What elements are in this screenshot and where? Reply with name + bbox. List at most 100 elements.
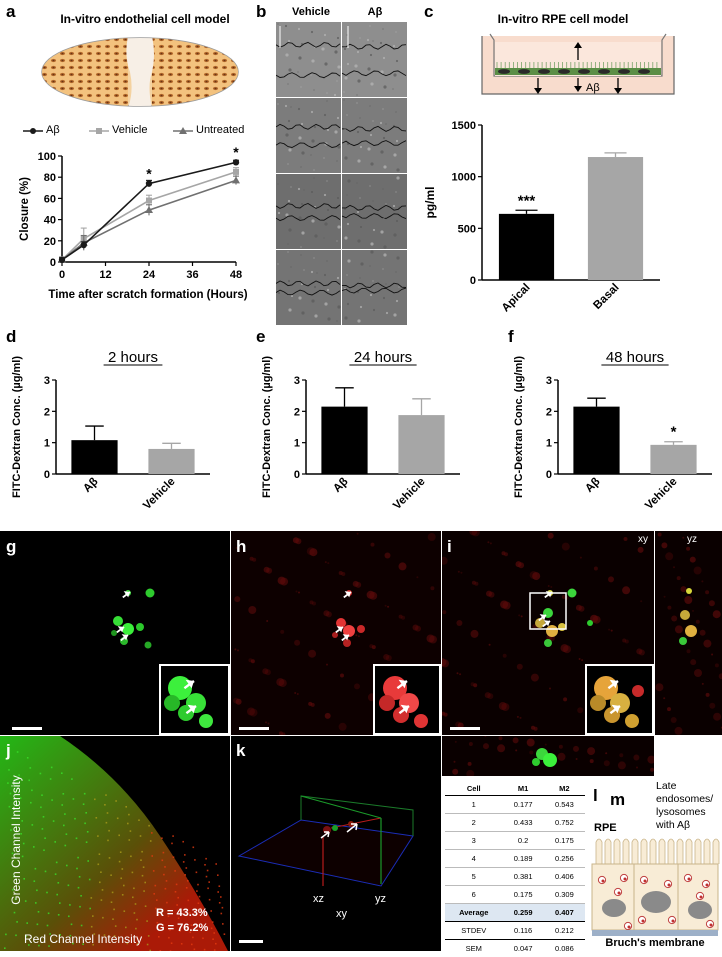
cell-texture — [398, 286, 399, 287]
pixel-point — [140, 835, 142, 837]
fluorescent-spot — [632, 685, 644, 697]
pixel-point — [50, 778, 52, 780]
note-line-2: endosomes/ — [656, 793, 713, 806]
pixel-point — [148, 825, 150, 827]
abeta-cargo — [672, 920, 675, 923]
pixel-point — [120, 878, 122, 880]
background-signal — [550, 586, 552, 588]
panel-j-y-axis-label: Green Channel Intensity — [8, 740, 24, 940]
cell-texture — [382, 268, 383, 269]
rpe-cell — [578, 69, 590, 74]
background-signal — [500, 601, 508, 609]
background-signal — [521, 615, 523, 617]
pixel-point — [210, 910, 212, 912]
cell-texture — [277, 23, 278, 24]
y-tick-label: 100 — [38, 151, 56, 163]
cell-texture — [396, 168, 399, 171]
pixel-point — [69, 904, 71, 906]
pixel-point — [206, 876, 208, 878]
cell-texture — [336, 240, 337, 241]
background-signal — [675, 727, 683, 735]
green-channel-axis-label: Green Channel Intensity — [9, 775, 23, 904]
pixel-point — [138, 819, 140, 821]
micrograph-tile — [342, 174, 407, 249]
pixel-point — [61, 772, 63, 774]
pixel-point — [81, 925, 83, 927]
background-signal — [709, 600, 715, 606]
table-cell: 0.433 — [502, 814, 543, 832]
bar-0 — [71, 440, 117, 474]
pixel-point — [130, 830, 132, 832]
pixel-point — [122, 868, 124, 870]
pixel-point — [84, 823, 86, 825]
pixel-point — [171, 843, 173, 845]
transwell-abeta-label: Aβ — [586, 82, 600, 94]
cell-texture — [310, 74, 311, 75]
cell-texture — [347, 303, 349, 305]
background-signal — [416, 576, 418, 578]
background-signal — [265, 721, 267, 723]
cell-texture — [370, 134, 372, 136]
cell-texture — [395, 111, 396, 112]
pixel-point — [183, 861, 185, 863]
pixel-point — [193, 847, 195, 849]
fluorescent-spot — [164, 695, 180, 711]
pixel-point — [163, 852, 165, 854]
background-signal — [323, 610, 329, 616]
table-header-cell: Cell — [445, 782, 502, 796]
table-cell: 2 — [445, 814, 502, 832]
pixel-point — [147, 944, 149, 946]
background-signal — [636, 648, 642, 654]
y-axis-label: FITC-Dextran Conc. (µg/ml) — [261, 356, 273, 498]
background-signal — [326, 664, 328, 666]
table-cell: 0.752 — [544, 814, 585, 832]
background-signal — [694, 669, 702, 677]
background-signal — [619, 753, 623, 757]
cell-texture — [290, 106, 291, 107]
table-cell: 5 — [445, 868, 502, 886]
table-cell: 1 — [445, 796, 502, 814]
data-point — [233, 159, 239, 165]
panel-h-red-micrograph — [231, 531, 441, 735]
table-cell: 0.086 — [544, 940, 585, 957]
pixel-point — [104, 804, 106, 806]
row-label-24hrs: 24 Hrs — [264, 197, 275, 228]
cell-texture — [354, 64, 357, 67]
background-signal — [562, 595, 566, 599]
y-tick-label: 0 — [50, 257, 56, 269]
background-signal — [690, 659, 696, 665]
background-signal — [548, 533, 554, 539]
microvillus — [695, 839, 701, 864]
cell-texture — [396, 220, 398, 222]
category-label: Aβ — [331, 476, 350, 495]
cell-texture — [396, 140, 398, 142]
pixel-point — [166, 880, 168, 882]
table-cell: 0.309 — [544, 886, 585, 904]
background-signal — [622, 639, 626, 643]
category-label: Aβ — [81, 476, 100, 495]
panel-a-title: In-vitro endothelial cell model — [40, 12, 250, 26]
background-signal — [489, 644, 491, 646]
fluorescent-spot — [568, 589, 577, 598]
background-signal — [561, 644, 569, 652]
pixel-point — [113, 909, 115, 911]
pixel-point — [142, 875, 144, 877]
bar-1 — [588, 157, 643, 280]
pixel-point — [63, 825, 65, 827]
cell-texture — [396, 256, 399, 259]
panel-i-yz-label: yz — [687, 534, 697, 545]
y-axis-label: pg/ml — [423, 187, 437, 219]
pixel-point — [184, 854, 186, 856]
background-signal — [503, 654, 507, 658]
background-signal — [297, 693, 299, 695]
background-signal — [353, 581, 359, 587]
background-signal — [339, 723, 347, 731]
cell-texture — [314, 286, 316, 288]
y-tick-label: 3 — [546, 375, 552, 387]
y-tick-label: 0 — [44, 469, 50, 481]
fluorescent-spot — [590, 695, 606, 711]
fluorescent-spot — [414, 714, 428, 728]
background-signal — [237, 649, 239, 651]
fluorescent-spot — [558, 623, 566, 631]
